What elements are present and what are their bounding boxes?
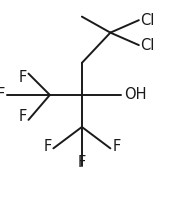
Text: F: F: [112, 139, 120, 154]
Text: Cl: Cl: [141, 13, 155, 28]
Text: F: F: [78, 155, 86, 170]
Text: F: F: [0, 87, 5, 102]
Text: F: F: [19, 70, 27, 85]
Text: F: F: [19, 109, 27, 124]
Text: F: F: [43, 139, 52, 154]
Text: Cl: Cl: [141, 38, 155, 53]
Text: OH: OH: [125, 87, 147, 102]
